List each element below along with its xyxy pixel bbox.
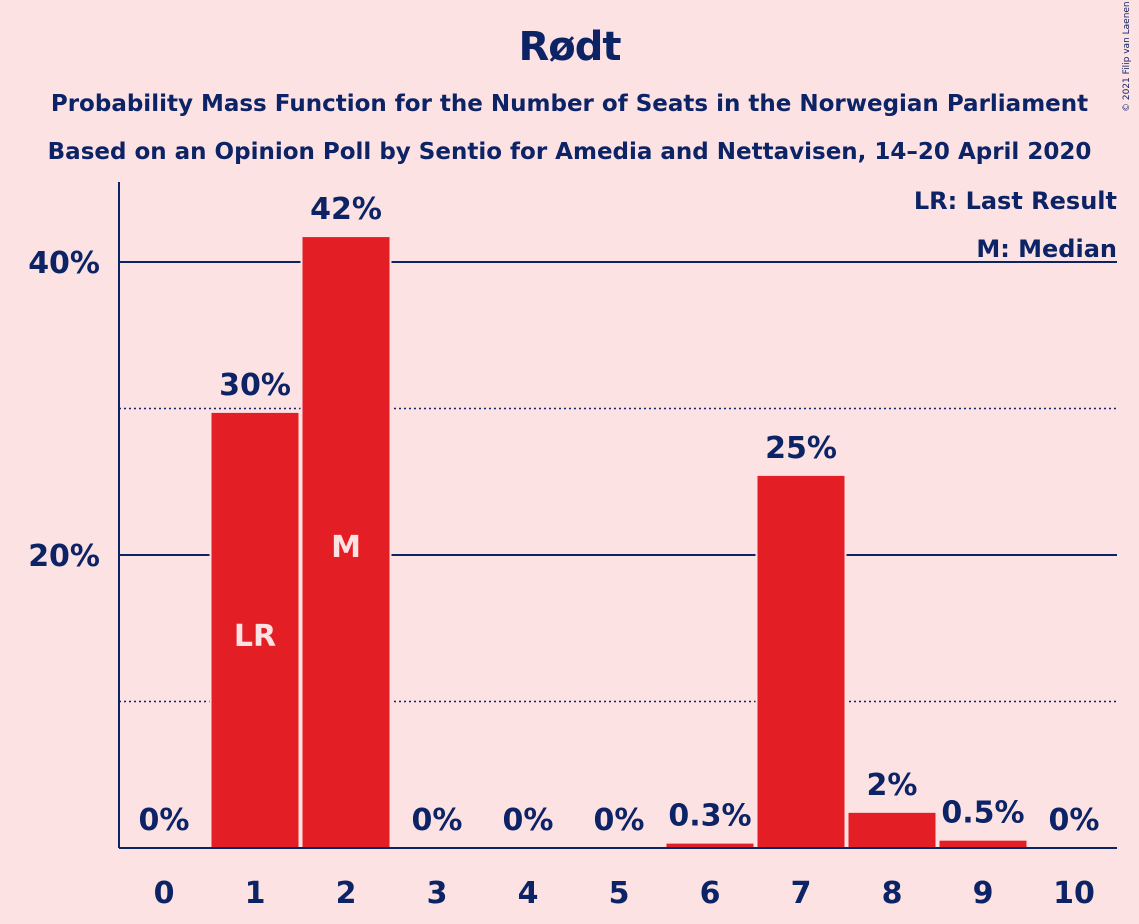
x-tick-label: 7 (791, 876, 812, 911)
y-tick-label: 20% (28, 539, 100, 574)
chart-title: Rødt (518, 24, 621, 70)
data-label-0: 0% (139, 803, 190, 838)
x-tick-label: 6 (700, 876, 721, 911)
data-label-4: 0% (503, 803, 554, 838)
x-tick-label: 5 (609, 876, 630, 911)
x-tick-label: 4 (518, 876, 539, 911)
data-label-10: 0% (1049, 803, 1100, 838)
x-tick-label: 8 (882, 876, 903, 911)
data-label-1: 30% (219, 368, 291, 403)
data-label-3: 0% (412, 803, 463, 838)
axes (118, 182, 1117, 849)
bar-seats-2 (302, 237, 390, 849)
x-tick-label: 3 (427, 876, 448, 911)
data-label-7: 25% (765, 431, 837, 466)
data-label-6: 0.3% (668, 799, 751, 834)
bar-seats-9 (939, 840, 1027, 848)
data-label-8: 2% (867, 768, 918, 803)
chart-subtitle-2: Based on an Opinion Poll by Sentio for A… (47, 139, 1092, 165)
data-label-9: 0.5% (941, 796, 1024, 831)
x-tick-label: 10 (1053, 876, 1095, 911)
bar-mark-lr: LR (234, 619, 276, 654)
x-tick-label: 2 (336, 876, 357, 911)
bar-seats-1 (211, 412, 299, 848)
legend-median: M: Median (976, 235, 1117, 263)
x-tick-label: 1 (245, 876, 266, 911)
labels: 20%40%0%030%1LR42%2M0%30%40%50.3%625%72%… (28, 192, 1099, 911)
bar-seats-6 (666, 843, 754, 848)
bar-seats-7 (757, 475, 845, 848)
bar-mark-m: M (331, 530, 361, 565)
y-tick-label: 40% (28, 246, 100, 281)
bars (209, 235, 1029, 849)
data-label-5: 0% (594, 803, 645, 838)
bar-seats-8 (848, 812, 936, 848)
data-label-2: 42% (310, 192, 382, 227)
x-tick-label: 9 (973, 876, 994, 911)
legend-last-result: LR: Last Result (914, 187, 1117, 215)
chart-subtitle-1: Probability Mass Function for the Number… (50, 91, 1089, 117)
x-tick-label: 0 (154, 876, 175, 911)
